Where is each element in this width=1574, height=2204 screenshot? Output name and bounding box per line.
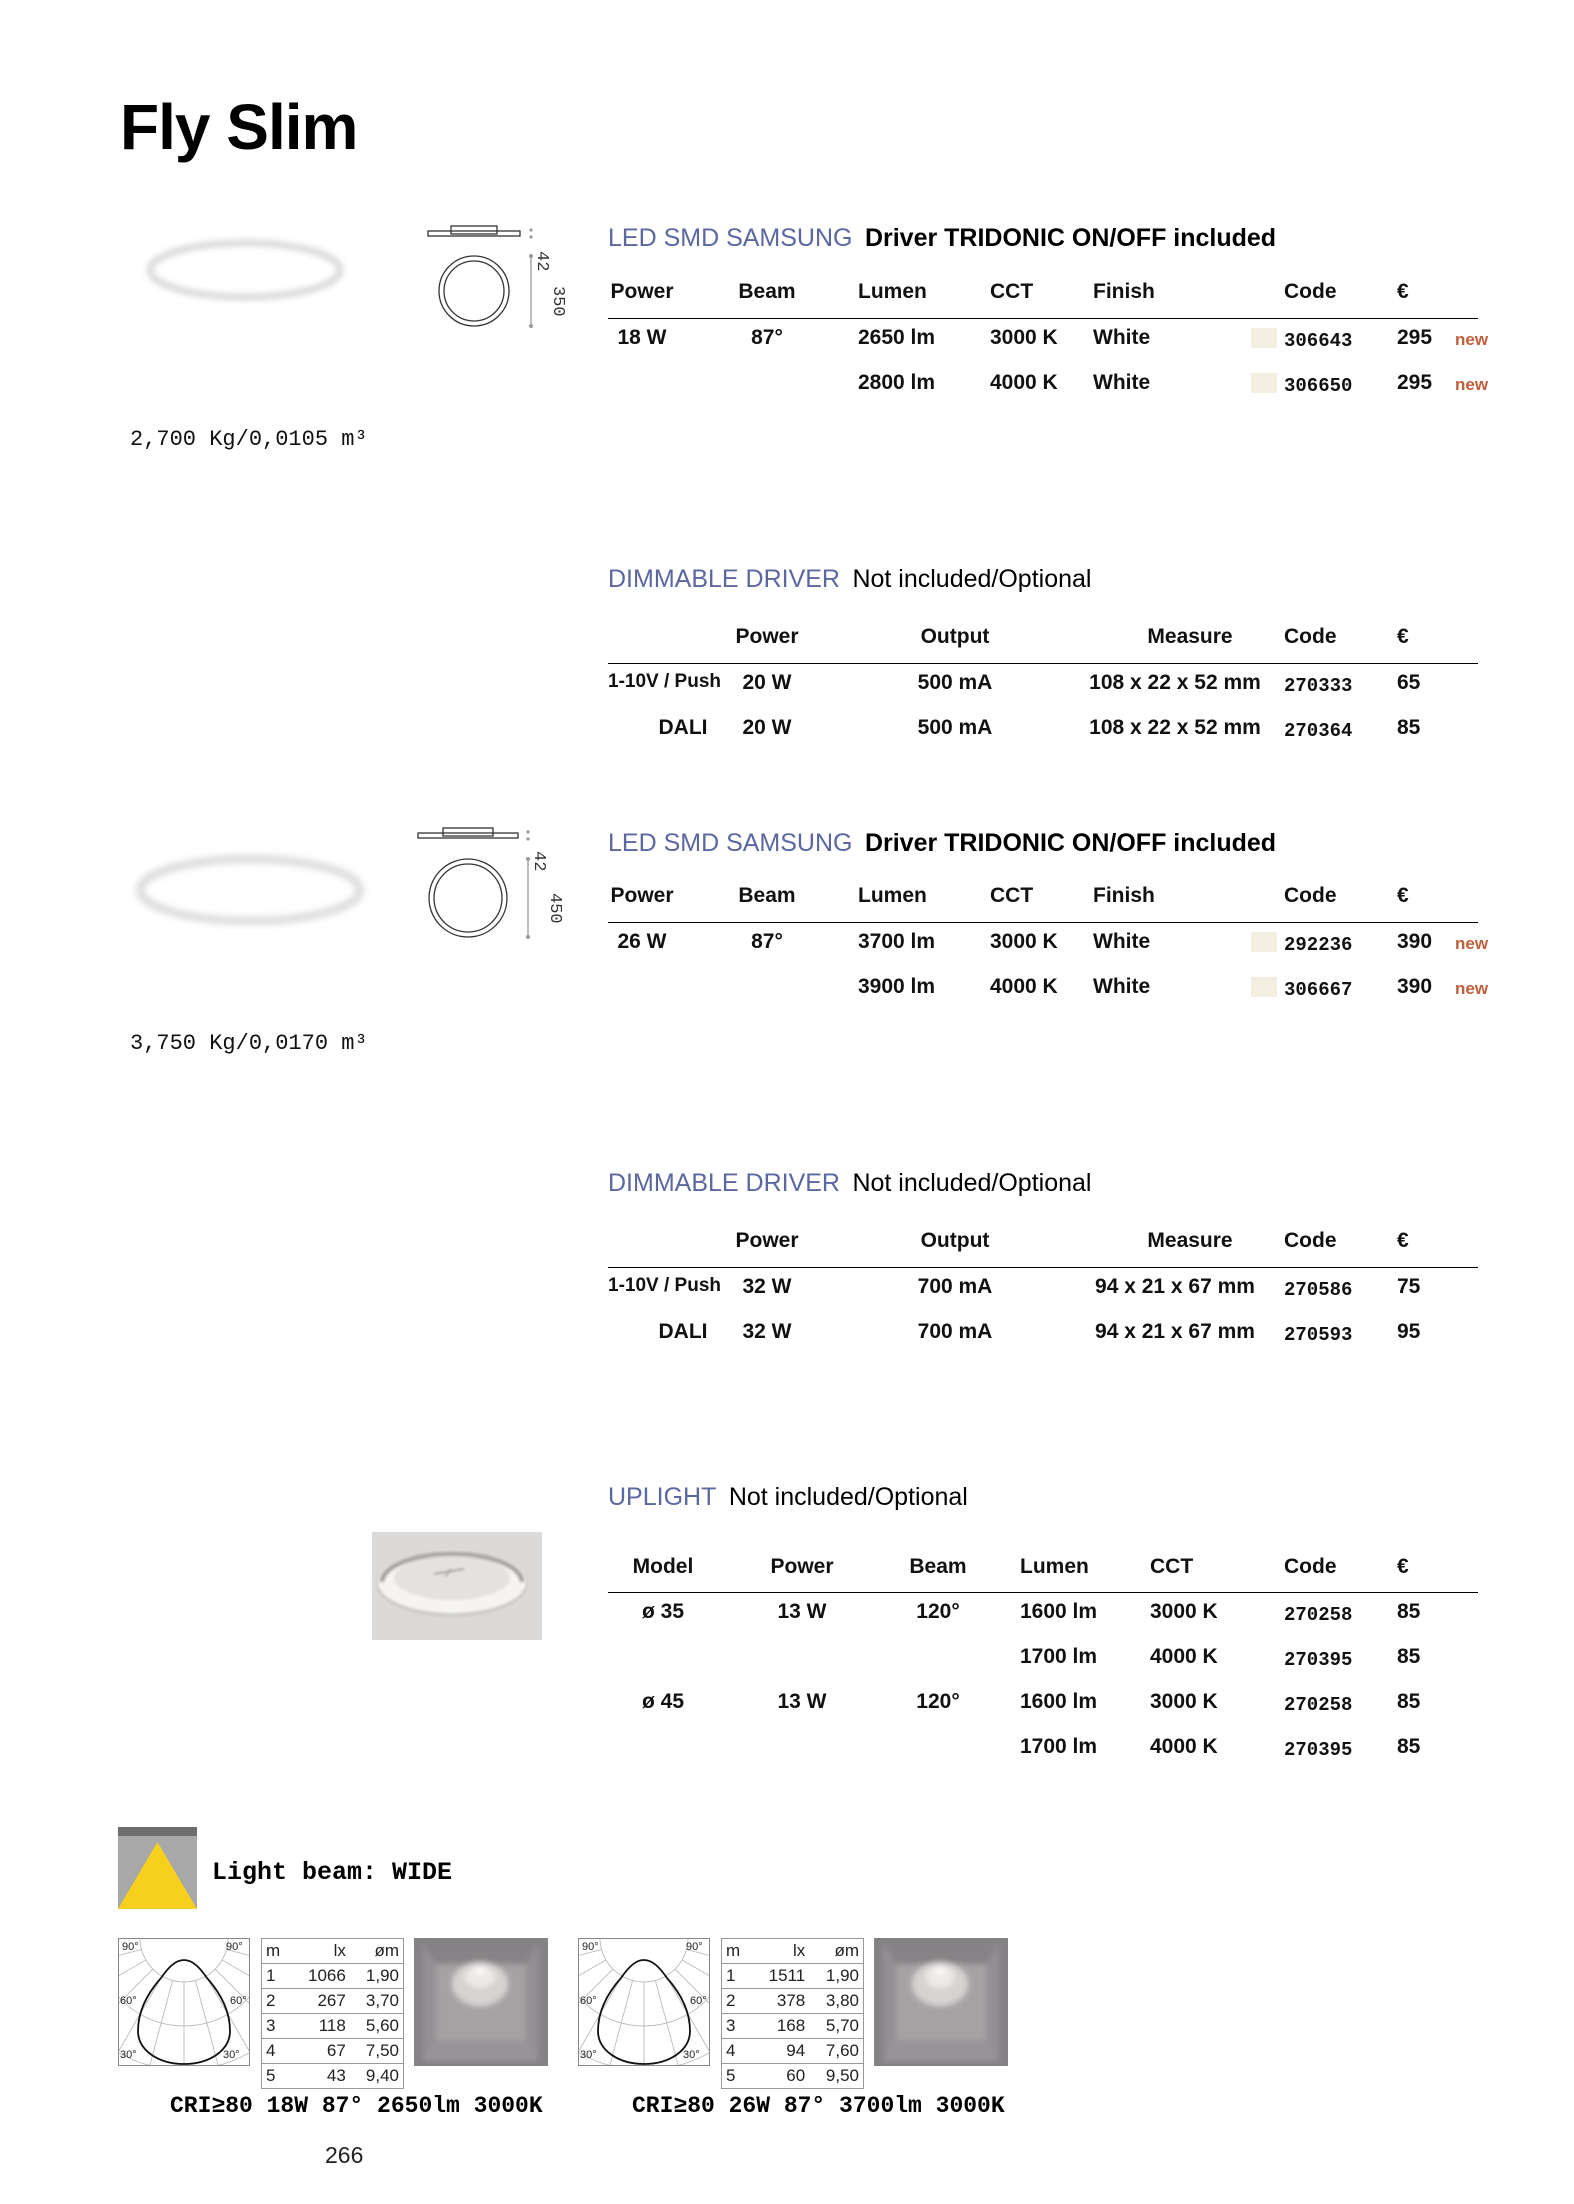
svg-text:30°: 30° [683,2049,700,2061]
svg-text:60°: 60° [230,1995,247,2007]
svg-text:90°: 90° [686,1941,703,1953]
svg-text:90°: 90° [582,1941,599,1953]
svg-text:30°: 30° [223,2049,240,2061]
svg-text:90°: 90° [122,1941,139,1953]
svg-text:30°: 30° [580,2049,597,2061]
svg-text:30°: 30° [120,2049,137,2061]
svg-text:450: 450 [545,893,564,924]
svg-text:60°: 60° [690,1995,707,2007]
svg-text:90°: 90° [226,1941,243,1953]
svg-text:60°: 60° [120,1995,137,2007]
svg-text:350: 350 [548,286,567,317]
svg-text:60°: 60° [580,1995,597,2007]
